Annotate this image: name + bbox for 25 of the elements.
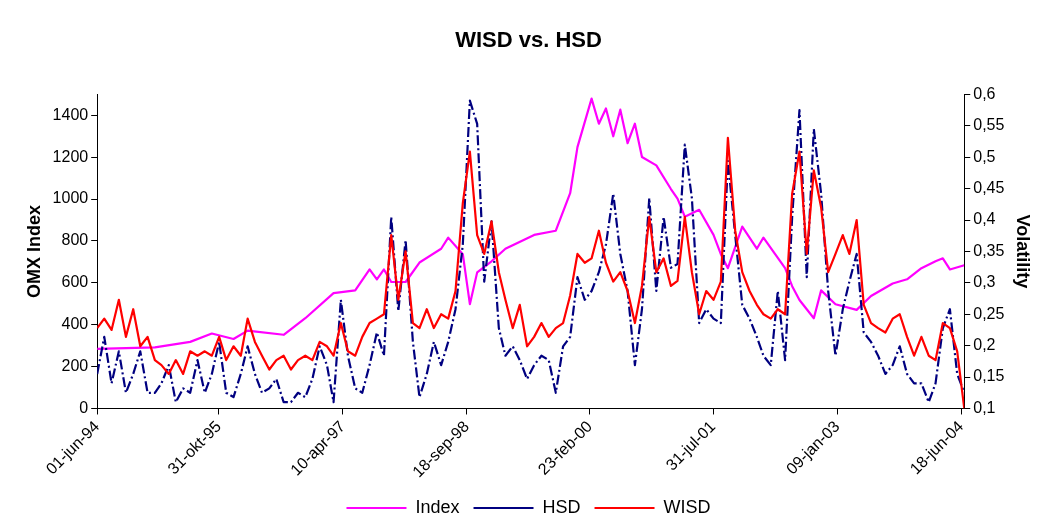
y-tick-label: 600 xyxy=(61,273,89,291)
legend-label: WISD xyxy=(663,496,711,517)
legend-label: HSD xyxy=(542,496,581,517)
y-tick-label: 400 xyxy=(61,315,89,333)
y-axis-title: OMX Index xyxy=(23,204,44,298)
y2-axis-title: Volatility xyxy=(1013,214,1034,289)
y2-tick-label: 0,2 xyxy=(973,336,996,354)
y-tick-label: 0 xyxy=(79,398,89,416)
legend-label: Index xyxy=(415,496,460,517)
chart-title: WISD vs. HSD xyxy=(455,27,602,53)
y2-tick-label: 0,35 xyxy=(973,241,1005,259)
y2-tick-label: 0,1 xyxy=(973,398,996,416)
y2-tick-label: 0,45 xyxy=(973,179,1005,197)
y2-tick-label: 0,15 xyxy=(973,367,1005,385)
y2-tick-label: 0,6 xyxy=(973,84,996,102)
y2-tick-label: 0,3 xyxy=(973,273,996,291)
y2-tick-label: 0,55 xyxy=(973,116,1005,134)
y-tick-label: 1000 xyxy=(52,189,89,207)
y-tick-label: 200 xyxy=(61,357,89,375)
y-tick-label: 1400 xyxy=(52,105,89,123)
y2-tick-label: 0,4 xyxy=(973,210,996,228)
y-tick-label: 800 xyxy=(61,231,89,249)
y2-tick-label: 0,25 xyxy=(973,304,1005,322)
y-tick-label: 1200 xyxy=(52,147,89,165)
y2-tick-label: 0,5 xyxy=(973,147,996,165)
